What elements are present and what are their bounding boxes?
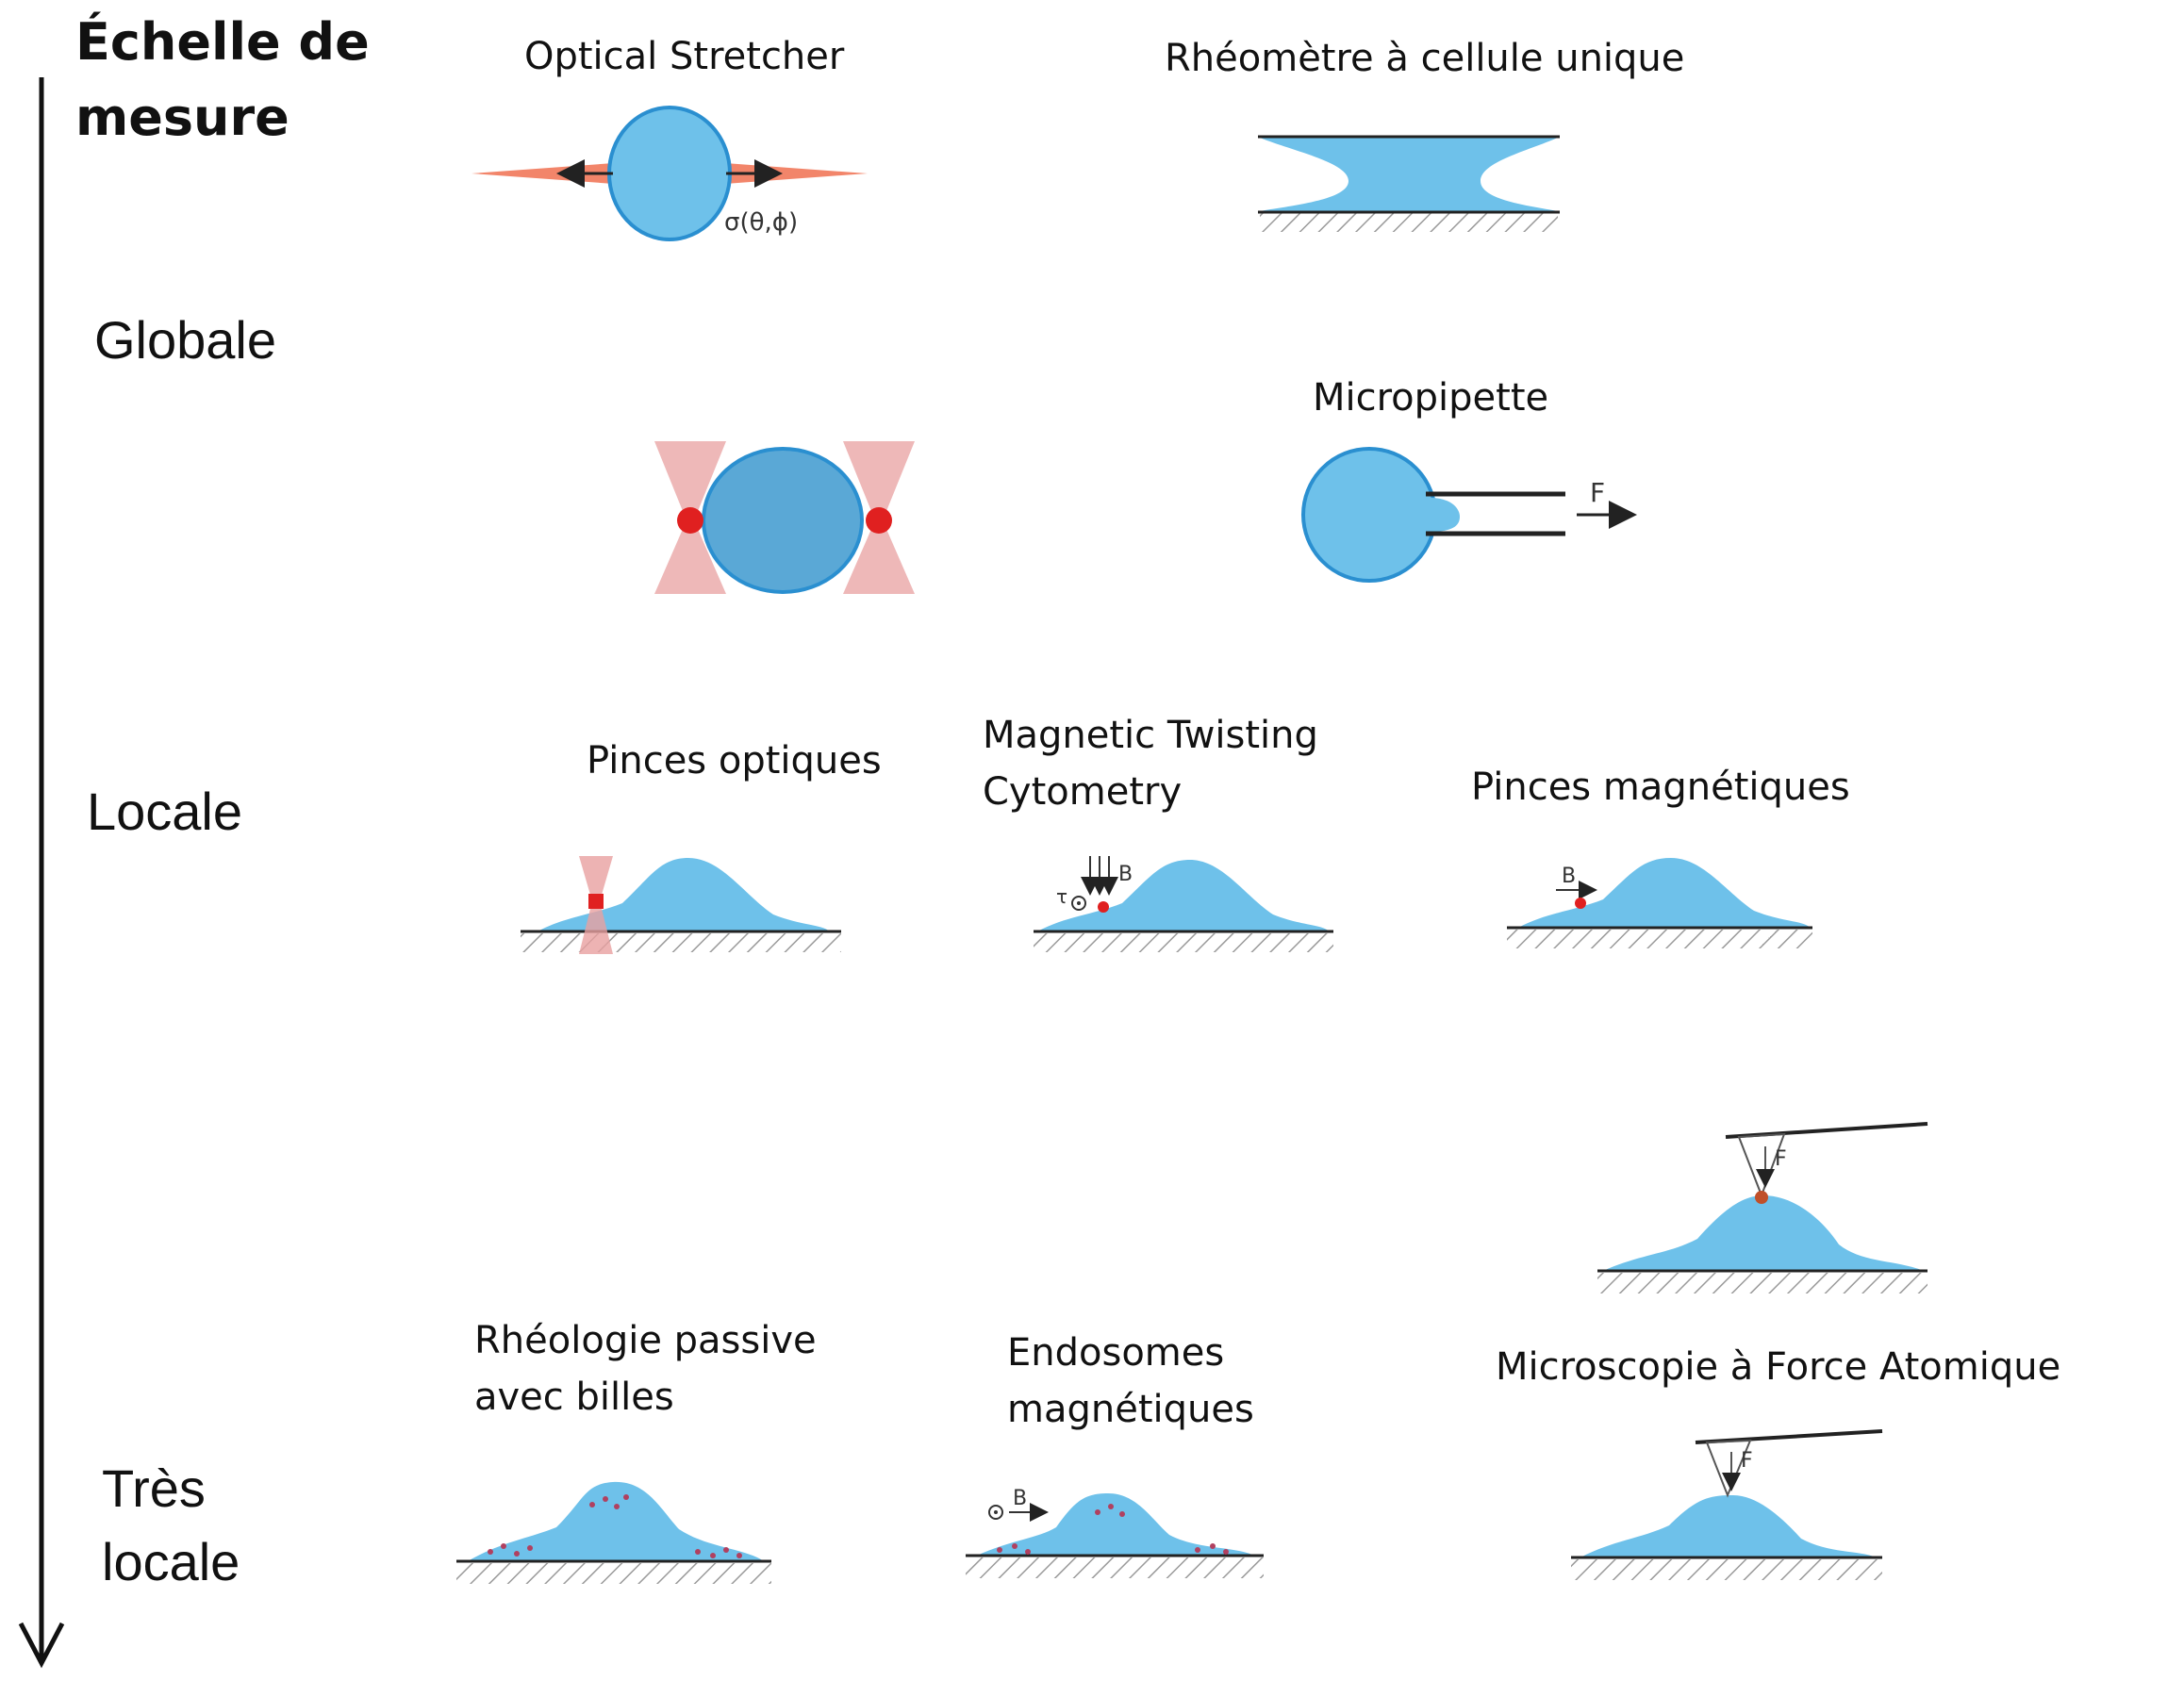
scale-arrow (18, 77, 65, 1669)
level-tres-locale-line2: locale (102, 1532, 240, 1591)
axis-title-line1: Échelle de (75, 12, 370, 72)
force-label: F (1741, 1449, 1753, 1473)
figure-optical-stretcher: σ(θ,ϕ) (472, 106, 868, 241)
torque-label: τ (1056, 885, 1067, 908)
cell (1301, 447, 1437, 583)
label-rheologie-line2: avec billes (474, 1376, 674, 1419)
label-afm: Microscopie à Force Atomique (1496, 1345, 2061, 1389)
label-endosomes-line2: magnétiques (1007, 1388, 1254, 1431)
bead (588, 894, 604, 909)
label-pinces-magnetiques: Pinces magnétiques (1471, 766, 1850, 809)
bead-left (677, 507, 703, 534)
field-label: B (1013, 1487, 1027, 1510)
label-endosomes-line1: Endosomes (1007, 1331, 1225, 1375)
level-locale: Locale (87, 782, 243, 841)
label-mtc-line2: Cytometry (983, 770, 1183, 814)
figure-rheometre (1258, 135, 1560, 232)
label-micropipette: Micropipette (1313, 376, 1549, 420)
bead-right (866, 507, 892, 534)
bead (1098, 901, 1109, 913)
level-tres-locale: Très locale (102, 1452, 240, 1599)
label-rheometre: Rhéomètre à cellule unique (1165, 37, 1685, 80)
bead (1575, 898, 1586, 909)
field-label: B (1562, 865, 1576, 888)
level-globale: Globale (94, 310, 277, 370)
cell (607, 106, 732, 241)
force-label: F (1775, 1147, 1787, 1171)
figure-endosomes: B (966, 1487, 1264, 1578)
axis-title: Échelle de mesure (75, 5, 370, 156)
label-mtc-line1: Magnetic Twisting (983, 714, 1318, 757)
field-label: B (1118, 863, 1133, 886)
label-endosomes: Endosomes magnétiques (1007, 1325, 1254, 1438)
label-optical-stretcher: Optical Stretcher (524, 35, 845, 78)
figure-rheologie-passive (456, 1481, 771, 1584)
stress-label: σ(θ,ϕ) (724, 208, 798, 237)
label-pinces-optiques: Pinces optiques (587, 739, 882, 783)
cell (702, 447, 864, 594)
figure-afm-local: F (1597, 1122, 1928, 1293)
figure-afm-tres-locale: F (1571, 1429, 1883, 1580)
figure-micropipette: F (1301, 447, 1637, 583)
label-mtc: Magnetic Twisting Cytometry (983, 707, 1318, 820)
bead (1755, 1191, 1768, 1204)
level-tres-locale-line1: Très (102, 1458, 206, 1518)
figure-pinces-magnetiques: B (1507, 858, 1812, 948)
axis-title-line2: mesure (75, 88, 290, 147)
figure-dual-traps (654, 441, 915, 594)
figure-pinces-optiques (521, 856, 841, 954)
label-rheologie-line1: Rhéologie passive (474, 1319, 817, 1362)
figure-mtc: B τ (1034, 856, 1333, 952)
force-label: F (1590, 477, 1605, 508)
label-rheologie: Rhéologie passive avec billes (474, 1312, 817, 1425)
